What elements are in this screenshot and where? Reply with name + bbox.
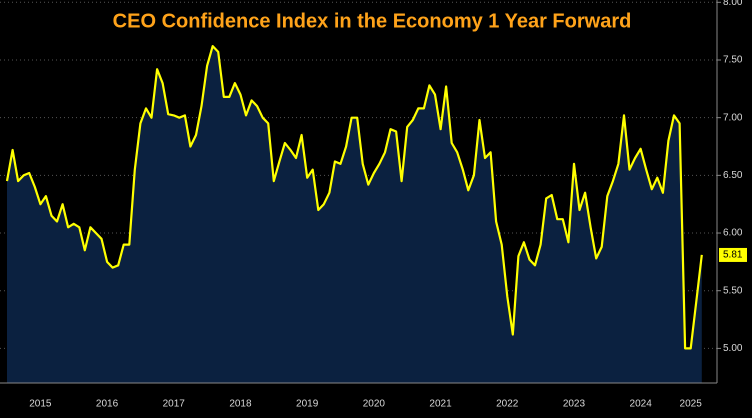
x-tick-label: 2019 [296,399,319,410]
x-tick-label: 2020 [363,399,386,410]
y-tick-label: 5.00 [723,343,743,354]
x-tick-label: 2017 [163,399,186,410]
x-tick-label: 2022 [496,399,519,410]
x-tick-label: 2018 [229,399,252,410]
area [7,46,702,383]
line [5,45,703,350]
y-tick-label: 6.50 [723,170,743,181]
x-tick-label: 2015 [29,399,52,410]
x-tick-label: 2021 [429,399,452,410]
x-tick-label: 2025 [680,399,703,410]
x-tick-label: 2023 [563,399,586,410]
y-tick-label: 7.00 [723,112,743,123]
value-label: 5.81 [723,250,743,261]
x-tick-label: 2024 [630,399,653,410]
y-tick-label: 6.00 [723,228,743,239]
x-tick-label: 2016 [96,399,119,410]
chart-title: CEO Confidence Index in the Economy 1 Ye… [113,10,632,32]
plot [0,1,721,383]
y-tick-label: 8.00 [723,0,743,8]
value-label-box [719,247,747,262]
y-tick-label: 5.50 [723,285,743,296]
y-tick-label: 7.50 [723,55,743,66]
